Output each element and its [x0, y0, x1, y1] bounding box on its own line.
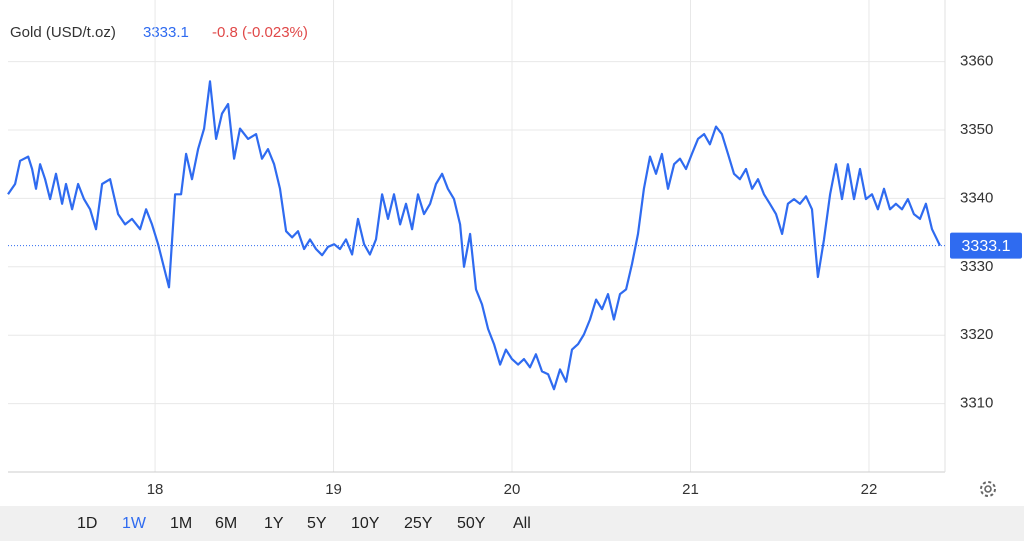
x-tick-label: 20 — [504, 481, 521, 498]
change: -0.8 (-0.023%) — [212, 24, 308, 41]
y-tick-label: 3320 — [960, 326, 993, 343]
x-tick-label: 18 — [147, 481, 164, 498]
last-price-label: 3333.1 — [962, 238, 1011, 255]
range-button[interactable]: 1M — [170, 515, 193, 532]
y-tick-label: 3360 — [960, 53, 993, 70]
y-tick-label: 3310 — [960, 395, 993, 412]
x-tick-label: 19 — [325, 481, 342, 498]
y-tick-label: 3340 — [960, 189, 993, 206]
range-button[interactable]: 1D — [77, 515, 98, 532]
grid — [8, 0, 945, 472]
gear — [980, 481, 996, 497]
y-tick-label: 3330 — [960, 258, 993, 275]
settings-icon[interactable] — [980, 481, 996, 497]
last-price-box — [950, 232, 1022, 259]
x-tick-label: 22 — [861, 481, 878, 498]
range-button[interactable]: 5Y — [307, 515, 327, 532]
price-line — [7, 80, 941, 391]
price: 3333.1 — [143, 24, 189, 41]
range-button[interactable]: 25Y — [404, 515, 433, 532]
range-button[interactable]: 10Y — [351, 515, 380, 532]
range-button[interactable]: 6M — [215, 515, 238, 532]
x-tick-label: 21 — [682, 481, 699, 498]
range-bar: 1D 1W 1M 6M 1Y 5Y 10Y 25Y 50Y All — [0, 506, 1024, 541]
title: Gold (USD/t.oz) — [10, 24, 116, 41]
range-button[interactable]: 1Y — [264, 515, 284, 532]
y-tick-label: 3350 — [960, 121, 993, 138]
range-button[interactable]: 50Y — [457, 515, 486, 532]
range-button[interactable]: 1W — [122, 515, 146, 532]
gear-hub — [984, 485, 992, 493]
range-button[interactable]: All — [513, 515, 531, 532]
chart: Gold (USD/t.oz) 3333.1 -0.8 (-0.023%) 33… — [7, 0, 1022, 498]
